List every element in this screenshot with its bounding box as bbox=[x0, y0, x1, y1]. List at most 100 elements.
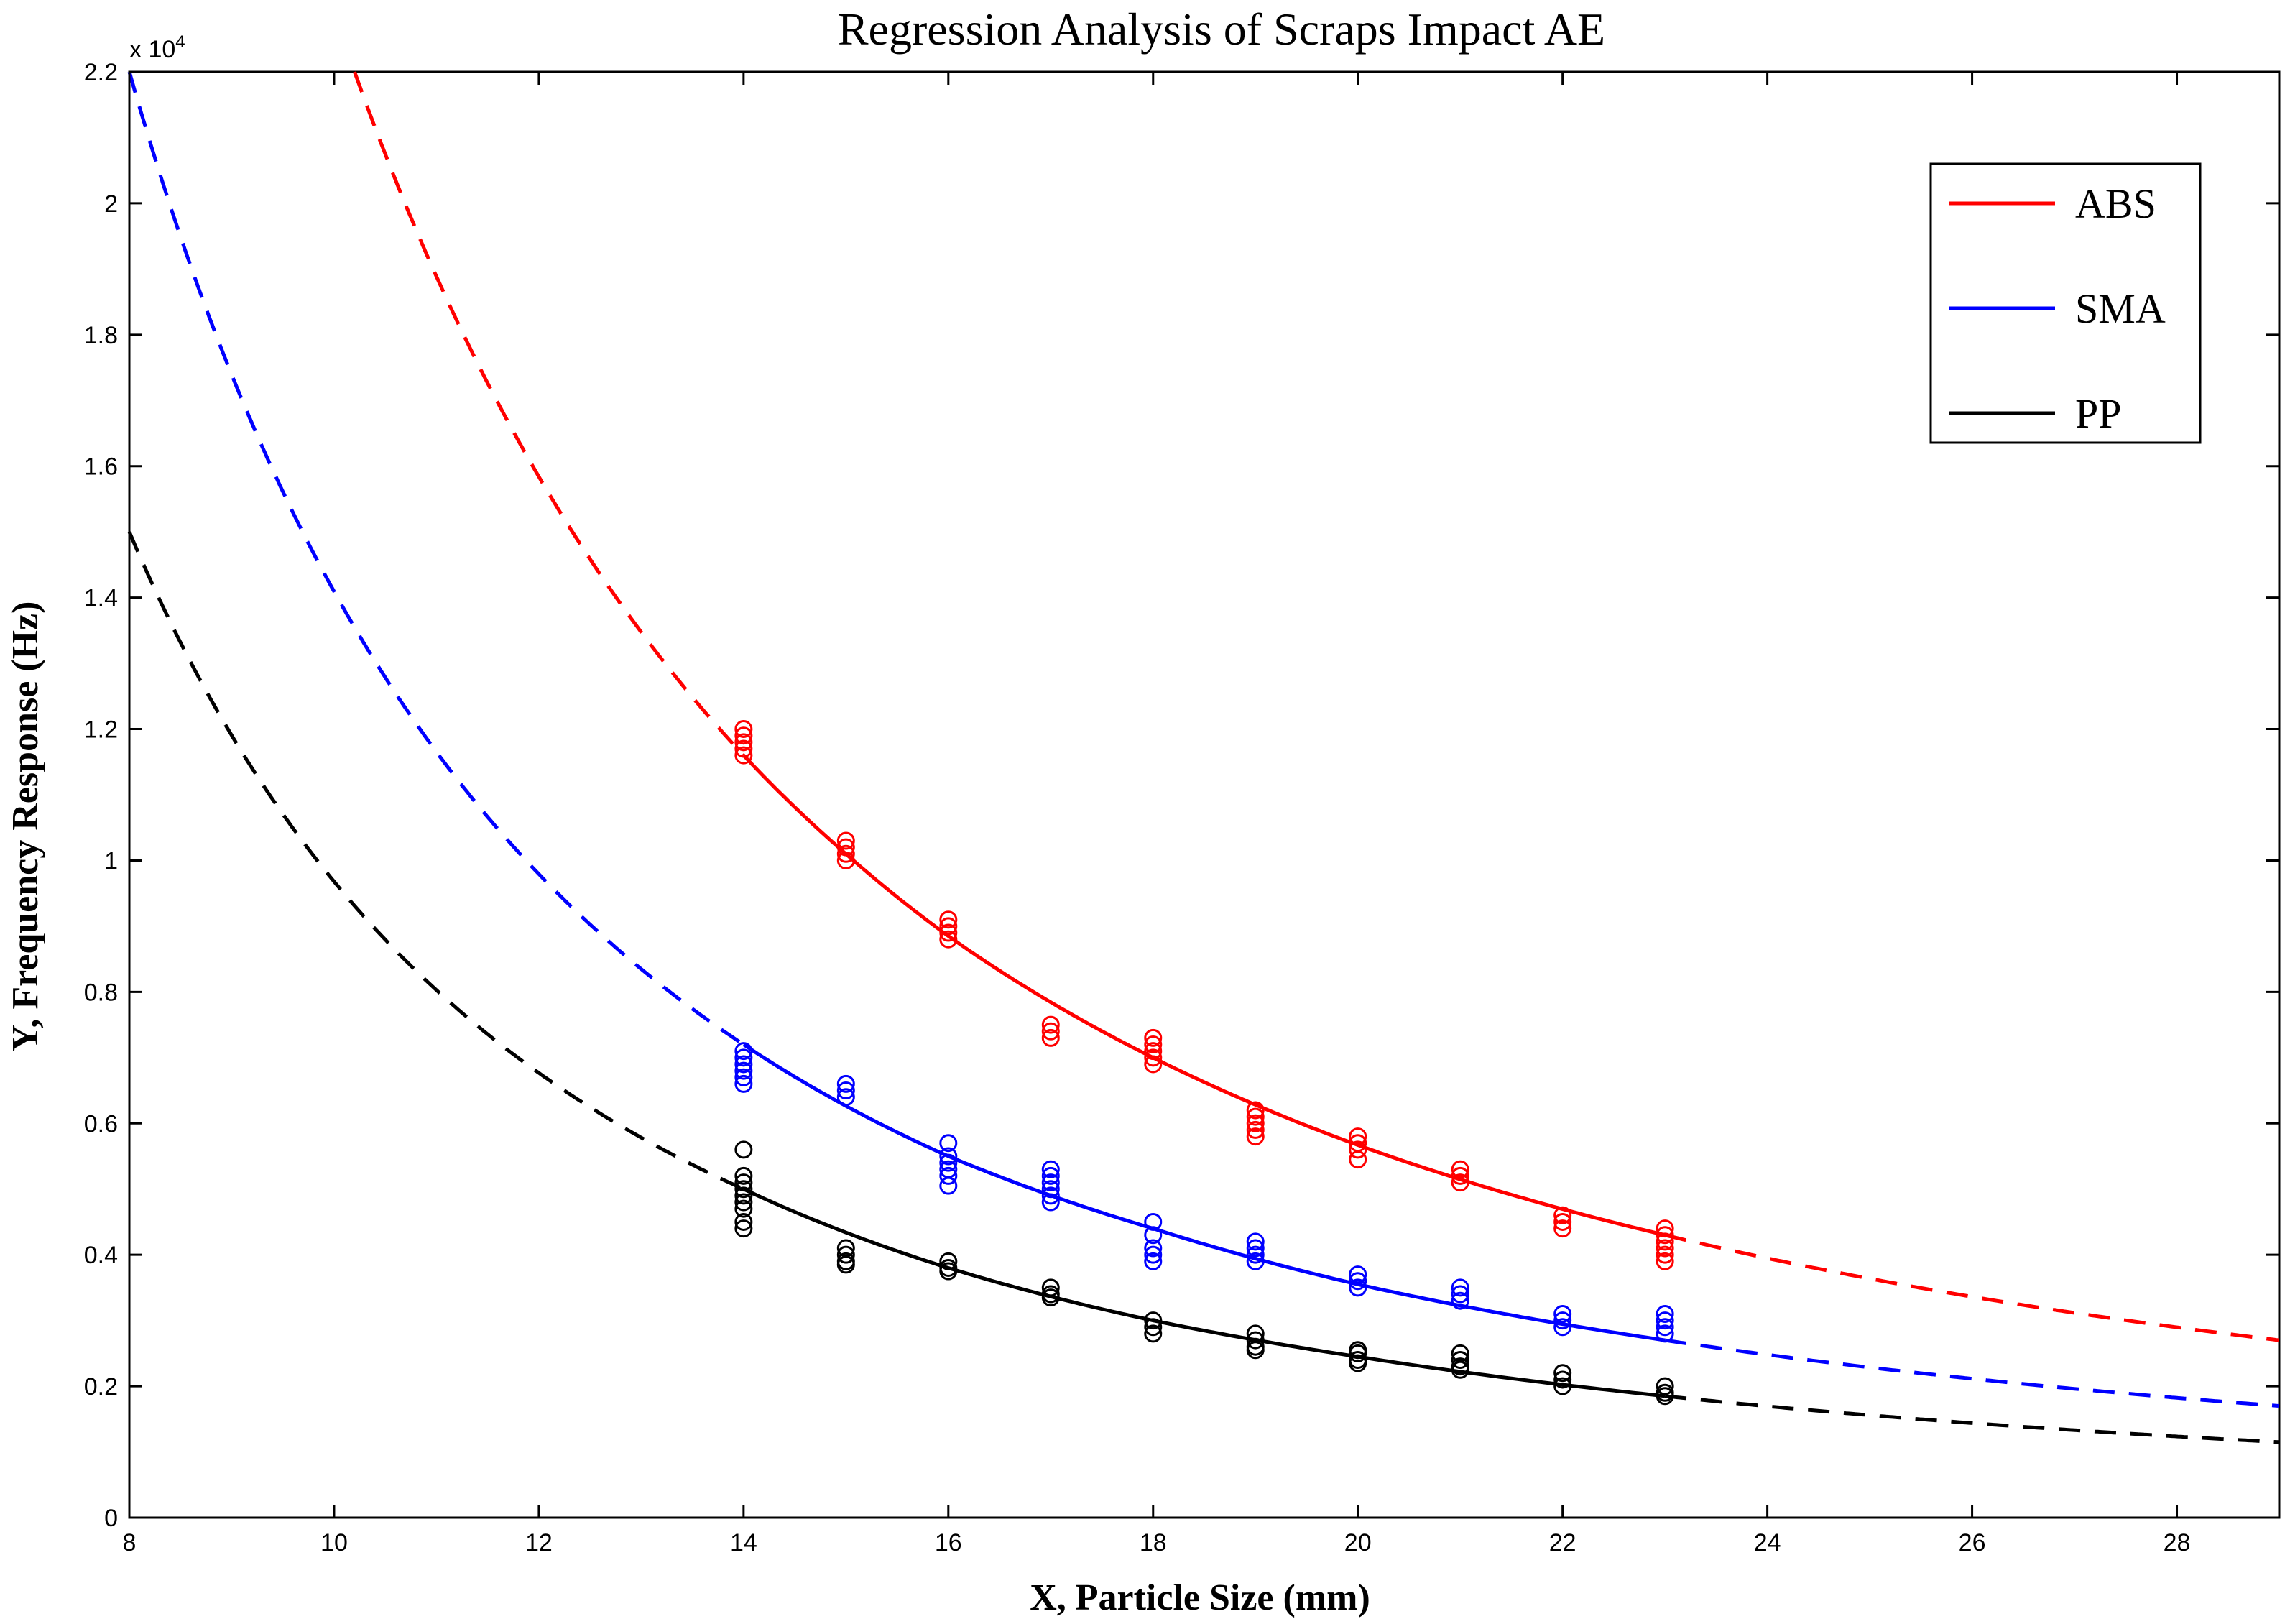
data-point bbox=[1041, 1278, 1060, 1297]
data-point bbox=[1246, 1337, 1265, 1356]
data-point bbox=[1144, 1042, 1163, 1061]
data-point bbox=[734, 1212, 753, 1231]
data-point bbox=[1656, 1219, 1674, 1238]
data-point bbox=[1349, 1272, 1367, 1291]
data-point bbox=[1656, 1383, 1674, 1402]
x-tick-label: 24 bbox=[1754, 1529, 1781, 1556]
axis-tick-labels: 8 10 12 14 16 18 20 22 24 26 28 0 0.2 0.4 0.6 0.8 1 1.2 1.… bbox=[84, 59, 2191, 1556]
x-tick-label: 14 bbox=[730, 1529, 757, 1556]
data-point bbox=[1041, 1180, 1060, 1199]
data-point bbox=[734, 739, 753, 758]
data-point bbox=[1144, 1318, 1163, 1337]
data-point bbox=[1553, 1311, 1572, 1330]
data-point bbox=[1349, 1134, 1367, 1153]
data-point bbox=[836, 1252, 855, 1270]
data-point bbox=[1144, 1055, 1163, 1074]
data-point bbox=[1451, 1344, 1469, 1362]
y-tick-label: 2.2 bbox=[84, 59, 118, 86]
data-point bbox=[939, 1258, 958, 1277]
data-point bbox=[1656, 1324, 1674, 1343]
data-point bbox=[939, 930, 958, 949]
x-tick-label: 22 bbox=[1549, 1529, 1576, 1556]
axis-ticks bbox=[128, 70, 2279, 1519]
y-tick-label: 0.2 bbox=[84, 1373, 118, 1401]
data-point bbox=[939, 1166, 958, 1185]
data-point bbox=[1553, 1370, 1572, 1389]
data-point bbox=[1553, 1377, 1572, 1395]
data-point bbox=[734, 1186, 753, 1205]
data-point bbox=[1246, 1324, 1265, 1343]
y-tick-label: 0 bbox=[104, 1505, 118, 1532]
fit-line-extrapolated-right bbox=[1664, 1394, 2280, 1444]
data-point bbox=[939, 917, 958, 936]
data-point bbox=[1349, 1265, 1367, 1284]
data-point bbox=[1451, 1351, 1469, 1370]
plot-area: 8 10 12 14 16 18 20 22 24 26 28 0 0.2 0.4 0.6 0.8 1 1.2 1.… bbox=[84, 59, 2281, 1556]
data-point bbox=[734, 1180, 753, 1199]
data-point bbox=[1144, 1245, 1163, 1264]
x-tick-label: 26 bbox=[1959, 1529, 1986, 1556]
data-point bbox=[734, 1061, 753, 1080]
data-point bbox=[734, 726, 753, 745]
data-point bbox=[1041, 1193, 1060, 1212]
y-tick-label: 1.4 bbox=[84, 585, 118, 612]
data-point bbox=[1451, 1291, 1469, 1310]
y-axis-exponent: x 104 bbox=[129, 32, 185, 63]
fit-lines bbox=[127, 71, 2280, 1444]
data-point bbox=[939, 1252, 958, 1270]
y-axis-label: Y, Frequency Response (Hz) bbox=[5, 601, 46, 1052]
data-point bbox=[1451, 1173, 1469, 1192]
data-point bbox=[1144, 1226, 1163, 1245]
x-tick-label: 16 bbox=[935, 1529, 962, 1556]
y-axis-exponent-base: x 10 bbox=[129, 36, 175, 63]
y-tick-label: 1.2 bbox=[84, 716, 118, 744]
x-tick-label: 12 bbox=[525, 1529, 553, 1556]
data-point bbox=[1246, 1232, 1265, 1251]
y-tick-label: 1 bbox=[104, 847, 118, 875]
data-point bbox=[734, 720, 753, 739]
y-tick-label: 1.6 bbox=[84, 453, 118, 481]
data-point bbox=[1246, 1101, 1265, 1120]
chart-title: Regression Analysis of Scraps Impact AE bbox=[838, 4, 1605, 55]
data-point bbox=[1144, 1028, 1163, 1047]
legend-box bbox=[1929, 162, 2202, 444]
legend: ABS SMA PP bbox=[1929, 162, 2202, 444]
data-point bbox=[1041, 1022, 1060, 1041]
data-point bbox=[734, 1140, 753, 1159]
data-point bbox=[1656, 1239, 1674, 1258]
data-point bbox=[1041, 1173, 1060, 1192]
data-point bbox=[1349, 1127, 1367, 1146]
data-point bbox=[1246, 1239, 1265, 1258]
data-point bbox=[1144, 1048, 1163, 1067]
data-point bbox=[1656, 1377, 1674, 1395]
fit-line bbox=[742, 1043, 1666, 1342]
scatter-points bbox=[734, 720, 1674, 1406]
data-point bbox=[734, 733, 753, 752]
data-point bbox=[734, 1042, 753, 1061]
data-point bbox=[734, 1193, 753, 1212]
data-point bbox=[1451, 1166, 1469, 1185]
data-point bbox=[1451, 1357, 1469, 1376]
data-point bbox=[1041, 1028, 1060, 1047]
legend-label: ABS bbox=[2075, 180, 2156, 227]
data-point bbox=[939, 1160, 958, 1178]
data-point bbox=[836, 1239, 855, 1258]
x-tick-label: 20 bbox=[1344, 1529, 1372, 1556]
data-point bbox=[1553, 1304, 1572, 1323]
y-tick-label: 0.8 bbox=[84, 979, 118, 1006]
y-tick-label: 2 bbox=[104, 190, 118, 218]
data-point bbox=[939, 923, 958, 942]
data-point bbox=[939, 910, 958, 929]
legend-label: SMA bbox=[2075, 285, 2166, 332]
data-point bbox=[836, 851, 855, 869]
x-tick-label: 18 bbox=[1140, 1529, 1167, 1556]
fit-line-extrapolated-right bbox=[1664, 1233, 2280, 1342]
data-point bbox=[836, 1081, 855, 1100]
data-point bbox=[1349, 1140, 1367, 1159]
data-point bbox=[836, 1088, 855, 1107]
plot-frame bbox=[128, 70, 2281, 1519]
data-point bbox=[734, 1173, 753, 1192]
data-point bbox=[1553, 1219, 1572, 1238]
x-axis-label: X, Particle Size (mm) bbox=[1030, 1577, 1370, 1618]
